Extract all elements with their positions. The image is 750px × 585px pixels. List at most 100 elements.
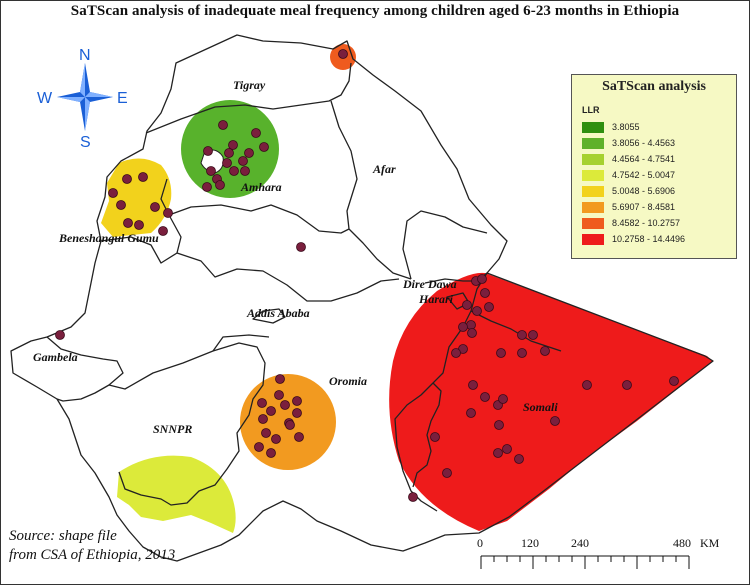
cluster-yellow <box>101 158 172 237</box>
compass-w: W <box>37 90 53 107</box>
label-harari: Harari <box>418 292 454 306</box>
cluster-point <box>477 274 487 284</box>
label-amhara: Amhara <box>240 180 282 194</box>
cluster-point <box>122 174 132 184</box>
legend-swatch <box>582 137 604 149</box>
legend-item: 3.8055 <box>582 121 640 133</box>
compass-n: N <box>79 47 91 64</box>
legend-item: 8.4582 - 10.2757 <box>582 217 680 229</box>
cluster-point <box>517 348 527 358</box>
cluster-point <box>222 158 232 168</box>
region-labels: Tigray Afar Amhara Beneshangul Gumu Dire… <box>33 78 558 436</box>
legend-item-label: 5.0048 - 5.6906 <box>612 186 676 196</box>
cluster-point <box>494 420 504 430</box>
cluster-point <box>472 306 482 316</box>
legend-swatch <box>582 185 604 197</box>
cluster-point <box>261 428 271 438</box>
cluster-point <box>493 448 503 458</box>
cluster-lime <box>117 455 236 533</box>
cluster-point <box>296 242 306 252</box>
cluster-point <box>466 320 476 330</box>
cluster-point <box>468 380 478 390</box>
source-note: Source: shape file from CSA of Ethiopia,… <box>9 527 175 565</box>
compass-rose: N S E W <box>37 47 128 151</box>
cluster-point <box>280 400 290 410</box>
cluster-point <box>540 346 550 356</box>
cluster-point <box>502 444 512 454</box>
label-gambela: Gambela <box>33 350 78 364</box>
legend-item-label: 10.2758 - 14.4496 <box>612 234 686 244</box>
legend-swatch <box>582 169 604 181</box>
cluster-point <box>257 398 267 408</box>
cluster-point <box>203 146 213 156</box>
cluster-point <box>274 390 284 400</box>
cluster-point <box>224 148 234 158</box>
label-oromia: Oromia <box>329 374 367 388</box>
cluster-point <box>244 148 254 158</box>
label-beneshangul: Beneshangul Gumu <box>58 231 159 245</box>
legend-item-label: 5.6907 - 8.4581 <box>612 202 676 212</box>
legend-subtitle: LLR <box>582 105 600 115</box>
label-tigray: Tigray <box>233 78 266 92</box>
cluster-points <box>55 49 679 502</box>
cluster-point <box>292 396 302 406</box>
label-dire-dawa: Dire Dawa <box>402 277 457 291</box>
legend-title: SaTScan analysis <box>602 79 706 94</box>
cluster-point <box>467 328 477 338</box>
cluster-point <box>108 188 118 198</box>
legend-item-label: 4.4564 - 4.7541 <box>612 154 676 164</box>
scale-tick-120: 120 <box>521 536 539 550</box>
scale-tick-0: 0 <box>477 536 483 550</box>
cluster-point <box>228 140 238 150</box>
cluster-point <box>275 374 285 384</box>
cluster-point <box>458 322 468 332</box>
cluster-point <box>258 414 268 424</box>
legend-item: 5.6907 - 8.4581 <box>582 201 675 213</box>
legend-item-label: 4.7542 - 5.0047 <box>612 170 676 180</box>
legend-item: 4.7542 - 5.0047 <box>582 169 675 181</box>
cluster-point <box>55 330 65 340</box>
cluster-point <box>294 432 304 442</box>
label-somali: Somali <box>523 400 558 414</box>
legend-swatch <box>582 201 604 213</box>
scale-tick-480: 480 <box>673 536 691 550</box>
cluster-point <box>285 420 295 430</box>
cluster-point <box>215 180 225 190</box>
cluster-point <box>622 380 632 390</box>
cluster-point <box>496 348 506 358</box>
cluster-point <box>669 376 679 386</box>
cluster-point <box>408 492 418 502</box>
country-outline <box>10 34 714 562</box>
cluster-point <box>150 202 160 212</box>
cluster-point <box>229 166 239 176</box>
scale-tick-240: 240 <box>571 536 589 550</box>
legend-item: 10.2758 - 14.4496 <box>582 233 685 245</box>
legend-swatch <box>582 121 604 133</box>
cluster-point <box>266 406 276 416</box>
cluster-point <box>517 330 527 340</box>
scale-unit: KM <box>700 536 720 550</box>
legend-swatch <box>582 217 604 229</box>
cluster-point <box>582 380 592 390</box>
source-line-2: from CSA of Ethiopia, 2013 <box>9 547 176 563</box>
cluster-point <box>462 300 472 310</box>
cluster-point <box>206 166 216 176</box>
cluster-point <box>238 156 248 166</box>
cluster-point <box>466 408 476 418</box>
cluster-point <box>134 220 144 230</box>
cluster-point <box>202 182 212 192</box>
legend-item: 3.8056 - 4.4563 <box>582 137 675 149</box>
scale-bar: 0 120 240 480 KM <box>477 536 720 569</box>
legend: SaTScan analysis LLR 3.8055 3.8056 - 4.4… <box>571 74 737 259</box>
legend-item: 4.4564 - 4.7541 <box>582 153 675 165</box>
legend-swatch <box>582 233 604 245</box>
cluster-point <box>442 468 452 478</box>
cluster-point <box>338 49 348 59</box>
map-title: SaTScan analysis of inadequate meal freq… <box>70 3 680 19</box>
cluster-point <box>514 454 524 464</box>
label-addis-ababa: Addis Ababa <box>246 306 310 320</box>
legend-item-label: 3.8055 <box>612 122 640 132</box>
label-afar: Afar <box>372 162 396 176</box>
